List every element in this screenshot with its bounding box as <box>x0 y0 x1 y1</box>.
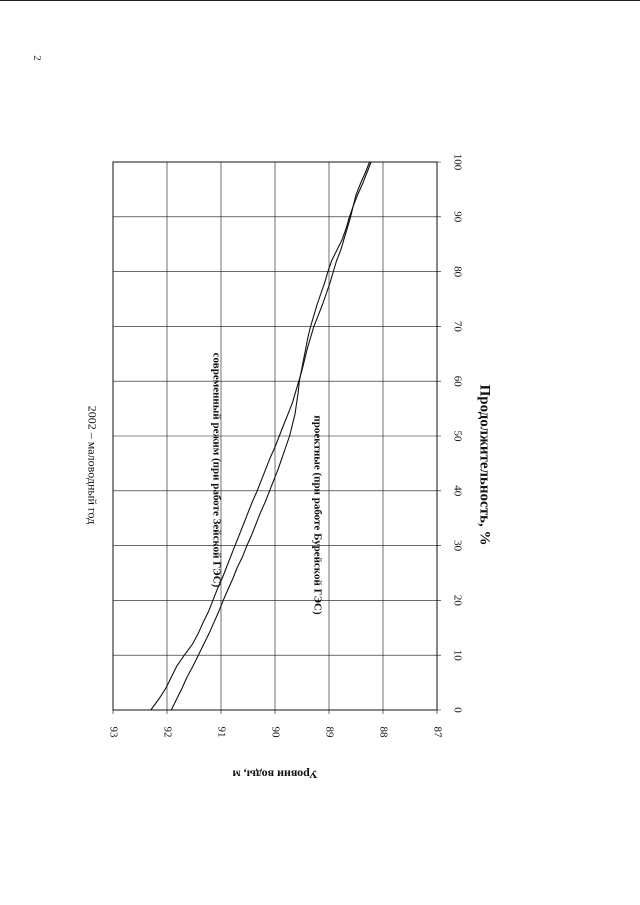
duration-tick-label: 70 <box>451 321 463 333</box>
level-tick-label: 93 <box>107 727 119 739</box>
duration-tick-label: 50 <box>451 431 463 443</box>
duration-tick-label: 100 <box>451 154 463 171</box>
plot-frame <box>112 161 438 711</box>
duration-tick-label: 10 <box>451 650 463 662</box>
series-label-design: проектные (при работе Бурейской ГЭС) <box>311 415 323 615</box>
duration-tick-label: 0 <box>451 707 463 713</box>
series-label-current-regime: современный режим (при работе Зейской ГЭ… <box>210 353 222 588</box>
plot-labels: 0 10 20 30 40 50 60 70 80 90 100 87 88 89 90 91 92 93 совр… <box>85 154 492 782</box>
duration-tick-label: 60 <box>451 376 463 388</box>
level-tick-label: 90 <box>269 727 281 739</box>
level-tick-label: 92 <box>161 727 173 738</box>
duration-tick-label: 90 <box>451 211 463 223</box>
duration-tick-label: 40 <box>451 485 463 497</box>
series-line-design <box>170 161 372 711</box>
level-tick-label: 89 <box>323 727 335 739</box>
y-axis-label: Уровни воды, м <box>232 767 317 781</box>
chart-title: 2002 – маловодный год <box>85 406 99 525</box>
x-axis-label: Продолжительность, % <box>477 385 493 546</box>
level-tick-label: 87 <box>431 727 443 739</box>
duration-tick-label: 30 <box>451 540 463 552</box>
level-tick-label: 91 <box>215 727 227 738</box>
plot-series <box>150 161 372 711</box>
plot-grid <box>112 161 441 714</box>
top-rule <box>0 0 640 1</box>
duration-tick-label: 80 <box>451 266 463 278</box>
level-tick-label: 88 <box>377 727 389 739</box>
series-line-current-regime <box>150 161 371 711</box>
duration-tick-label: 20 <box>451 595 463 607</box>
